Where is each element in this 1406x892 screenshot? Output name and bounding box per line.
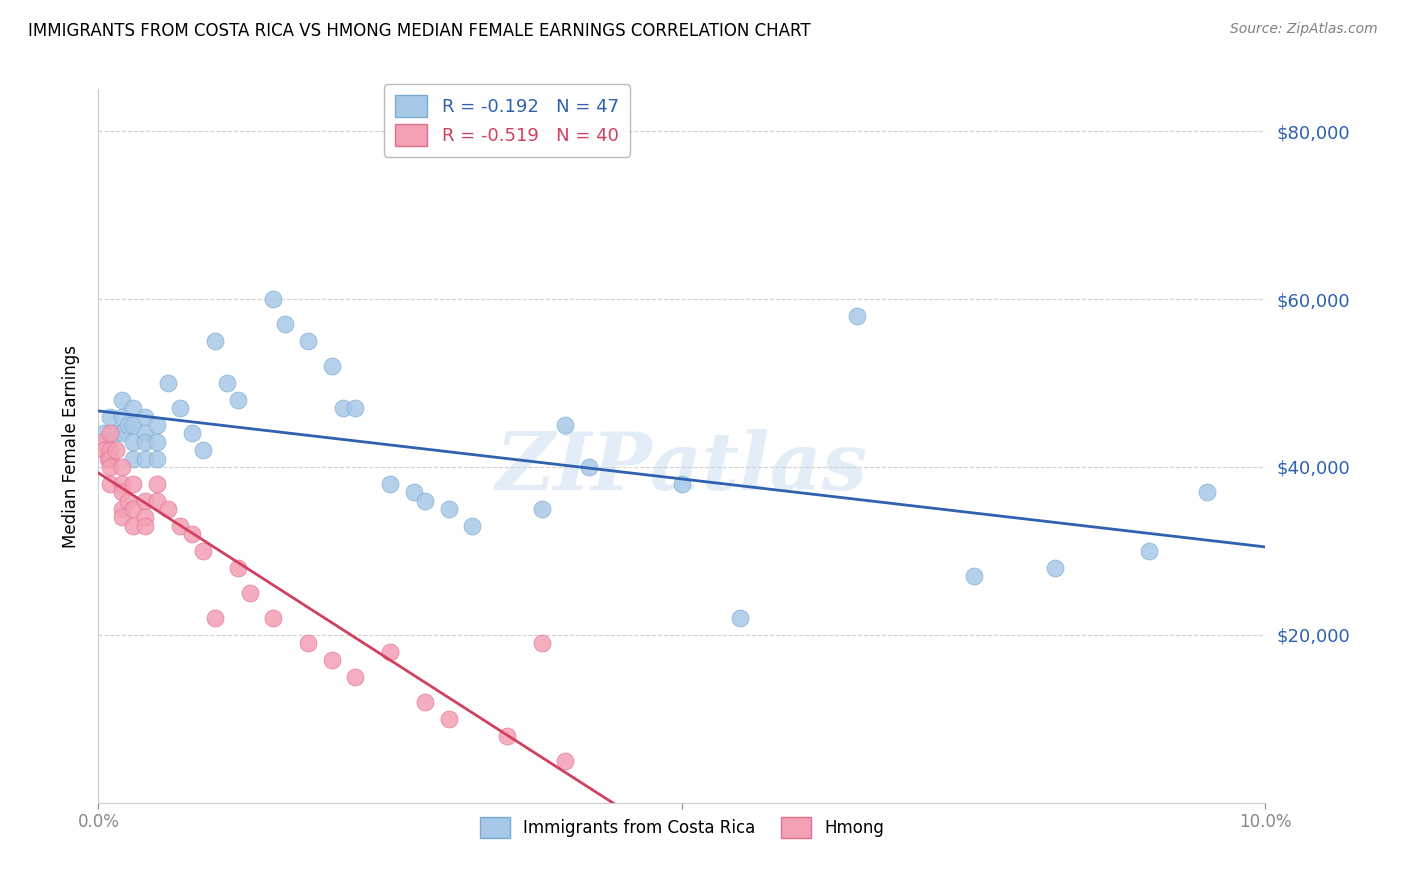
Point <box>98 476 121 491</box>
Y-axis label: Median Female Earnings: Median Female Earnings <box>62 344 80 548</box>
Point <box>496 729 519 743</box>
Point <box>321 653 343 667</box>
Point <box>117 417 139 432</box>
Text: ZIPatlas: ZIPatlas <box>496 429 868 506</box>
Point <box>146 476 169 491</box>
Point <box>146 493 169 508</box>
Point <box>344 670 367 684</box>
Point <box>962 569 984 583</box>
Point <box>104 426 127 441</box>
Point <box>111 460 134 475</box>
Point <box>157 502 180 516</box>
Point <box>321 359 343 374</box>
Point <box>93 443 115 458</box>
Point <box>98 460 121 475</box>
Point <box>134 518 156 533</box>
Point <box>180 527 202 541</box>
Point <box>146 417 169 432</box>
Point <box>204 334 226 348</box>
Point <box>671 476 693 491</box>
Point <box>578 460 600 475</box>
Point <box>193 544 215 558</box>
Point <box>134 451 156 466</box>
Point <box>117 493 139 508</box>
Point <box>530 636 553 650</box>
Point <box>1045 560 1067 574</box>
Point <box>1195 485 1218 500</box>
Point <box>169 401 191 416</box>
Point <box>437 502 460 516</box>
Point <box>98 451 121 466</box>
Point <box>111 409 134 424</box>
Point <box>134 493 156 508</box>
Point <box>111 426 134 441</box>
Point <box>146 451 169 466</box>
Point <box>146 434 169 449</box>
Point <box>461 518 484 533</box>
Point <box>122 451 145 466</box>
Point <box>122 476 145 491</box>
Text: IMMIGRANTS FROM COSTA RICA VS HMONG MEDIAN FEMALE EARNINGS CORRELATION CHART: IMMIGRANTS FROM COSTA RICA VS HMONG MEDI… <box>28 22 811 40</box>
Point <box>111 502 134 516</box>
Point <box>1137 544 1160 558</box>
Point <box>169 518 191 533</box>
Point <box>239 586 262 600</box>
Point <box>274 318 297 332</box>
Point <box>97 451 120 466</box>
Point <box>204 611 226 625</box>
Point <box>111 392 134 407</box>
Point <box>122 417 145 432</box>
Point <box>380 645 402 659</box>
Point <box>134 409 156 424</box>
Point <box>413 493 436 508</box>
Point <box>93 426 115 441</box>
Point <box>262 292 284 306</box>
Point <box>98 443 121 458</box>
Point <box>134 510 156 524</box>
Point <box>730 611 752 625</box>
Legend: Immigrants from Costa Rica, Hmong: Immigrants from Costa Rica, Hmong <box>474 811 890 845</box>
Point <box>157 376 180 390</box>
Point <box>122 518 145 533</box>
Point <box>228 392 250 407</box>
Point <box>193 443 215 458</box>
Point <box>402 485 425 500</box>
Point <box>134 426 156 441</box>
Point <box>344 401 367 416</box>
Point <box>111 476 134 491</box>
Point <box>228 560 250 574</box>
Point <box>111 485 134 500</box>
Point <box>554 754 576 768</box>
Point <box>437 712 460 726</box>
Point <box>215 376 238 390</box>
Point <box>180 426 202 441</box>
Point <box>332 401 354 416</box>
Point <box>554 417 576 432</box>
Point <box>104 443 127 458</box>
Point <box>122 401 145 416</box>
Point <box>297 636 319 650</box>
Point <box>98 443 121 458</box>
Point <box>297 334 319 348</box>
Point <box>98 426 121 441</box>
Point <box>530 502 553 516</box>
Point <box>122 434 145 449</box>
Point <box>846 309 869 323</box>
Point <box>90 434 112 449</box>
Point <box>262 611 284 625</box>
Point <box>122 502 145 516</box>
Point <box>134 434 156 449</box>
Point <box>111 510 134 524</box>
Text: Source: ZipAtlas.com: Source: ZipAtlas.com <box>1230 22 1378 37</box>
Point <box>380 476 402 491</box>
Point <box>98 409 121 424</box>
Point <box>413 695 436 709</box>
